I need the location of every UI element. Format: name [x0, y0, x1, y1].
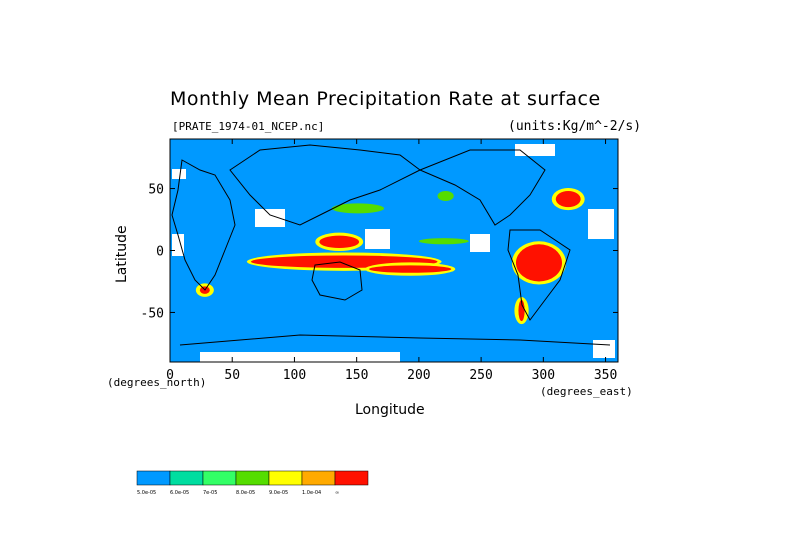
units-label: (units:Kg/m^-2/s)	[508, 119, 642, 134]
no-data-patch	[200, 352, 400, 362]
precip-region	[437, 191, 454, 201]
x-tick-label: 50	[224, 368, 240, 383]
coastline	[179, 334, 611, 346]
coastline	[171, 159, 236, 291]
precip-region	[555, 191, 581, 208]
y-tick-label: -50	[141, 306, 164, 321]
x-tick-label: 350	[594, 368, 617, 383]
x-unit-label: (degrees_east)	[540, 385, 633, 398]
precip-region	[331, 203, 385, 214]
coastline	[311, 261, 363, 301]
no-data-patch	[515, 144, 555, 156]
precip-region	[418, 238, 469, 245]
x-tick-label: 150	[345, 368, 368, 383]
no-data-patch	[255, 209, 285, 227]
x-tick-label: 0	[166, 368, 174, 383]
no-data-patch	[172, 169, 186, 179]
x-tick-label: 200	[407, 368, 430, 383]
no-data-patch	[470, 234, 490, 252]
no-data-patch	[588, 209, 614, 239]
no-data-patch	[593, 340, 615, 358]
x-tick-label: 250	[469, 368, 492, 383]
y-tick-label: 50	[148, 183, 164, 198]
no-data-patch	[172, 234, 184, 256]
precip-region	[369, 265, 452, 273]
precip-region	[319, 235, 360, 249]
coastline	[507, 229, 571, 321]
file-label: [PRATE_1974-01_NCEP.nc]	[172, 120, 325, 133]
x-axis-label: Longitude	[355, 402, 425, 418]
x-tick-label: 300	[532, 368, 555, 383]
coastline	[229, 144, 421, 226]
chart-title: Monthly Mean Precipitation Rate at surfa…	[170, 88, 601, 110]
y-tick-label: 0	[156, 245, 164, 260]
no-data-patch	[365, 229, 390, 249]
x-tick-label: 100	[283, 368, 306, 383]
precip-region	[515, 244, 562, 282]
precip-region	[518, 300, 525, 322]
coastline	[418, 149, 546, 226]
y-unit-label: (degrees_north)	[107, 376, 207, 389]
